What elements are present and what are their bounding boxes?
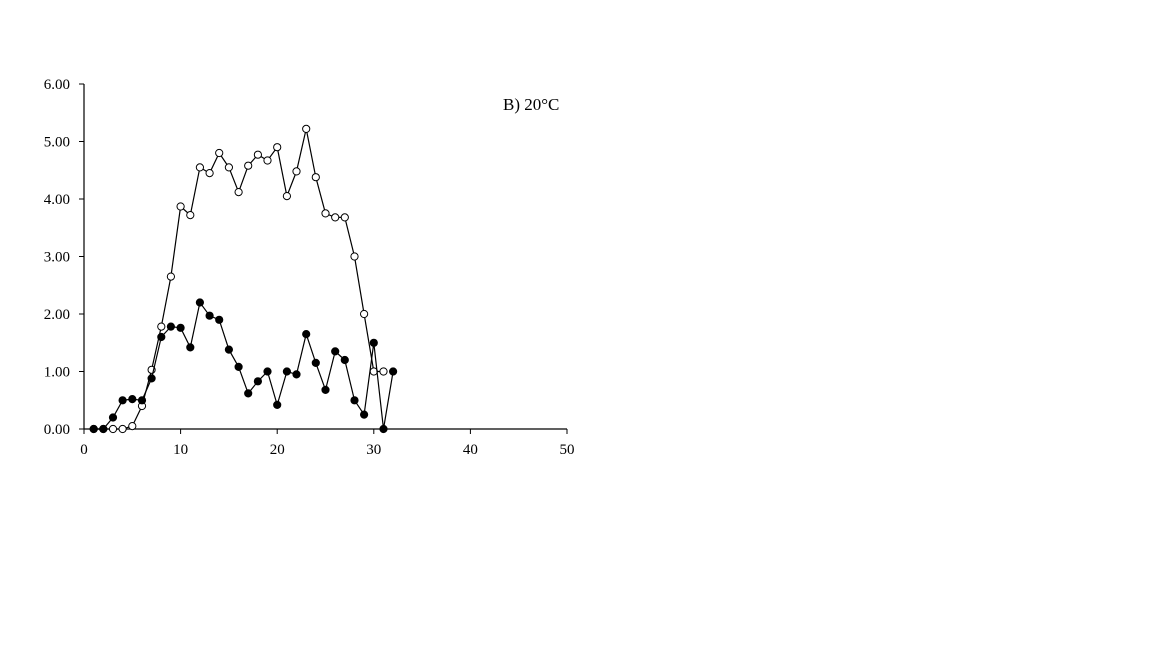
data-point xyxy=(118,424,127,434)
data-point xyxy=(205,169,214,178)
data-point xyxy=(234,362,243,371)
data-point xyxy=(224,163,233,172)
data-point xyxy=(89,424,98,434)
data-point xyxy=(273,143,282,152)
data-point xyxy=(263,367,272,376)
data-point xyxy=(389,367,398,376)
data-point xyxy=(340,355,349,365)
y-tick-label: 4.00 xyxy=(44,192,70,208)
data-point xyxy=(215,148,224,158)
data-point xyxy=(379,424,388,434)
data-point xyxy=(176,202,185,211)
data-point xyxy=(350,252,359,261)
data-point xyxy=(234,188,243,197)
y-tick-label: 6.00 xyxy=(44,77,70,93)
data-point xyxy=(205,311,214,320)
y-tick-label: 3.00 xyxy=(44,250,70,266)
data-point xyxy=(253,377,262,386)
series-line xyxy=(93,128,384,430)
data-point xyxy=(186,343,195,352)
data-point xyxy=(282,192,291,201)
data-point xyxy=(186,211,195,220)
y-tick-label: 1.00 xyxy=(44,365,70,381)
data-point xyxy=(379,367,388,376)
series-line xyxy=(93,301,394,430)
data-point xyxy=(331,213,340,222)
data-point xyxy=(118,396,127,405)
chart-annotation: B) 20°C xyxy=(503,95,559,114)
data-point xyxy=(157,332,166,342)
x-tick-label: 40 xyxy=(463,442,478,458)
data-point xyxy=(360,309,369,319)
data-point xyxy=(311,358,320,367)
data-point xyxy=(128,422,137,431)
data-point xyxy=(128,395,137,404)
data-point xyxy=(147,374,156,383)
x-tick-label: 50 xyxy=(560,442,575,458)
series-open xyxy=(89,124,388,434)
data-point xyxy=(157,322,166,331)
data-point xyxy=(321,385,330,394)
data-point xyxy=(108,413,118,422)
data-point xyxy=(108,424,118,434)
data-point xyxy=(369,338,378,347)
data-point xyxy=(273,400,282,409)
series-filled xyxy=(89,298,398,434)
data-point xyxy=(302,124,311,133)
data-point xyxy=(292,167,301,176)
data-point xyxy=(302,330,311,339)
x-tick-label: 0 xyxy=(80,442,88,458)
data-point xyxy=(176,323,185,332)
data-point xyxy=(350,396,359,405)
data-point xyxy=(263,156,272,165)
plot-area xyxy=(89,124,398,434)
data-point xyxy=(340,213,349,222)
data-point xyxy=(331,347,340,356)
x-tick-label: 10 xyxy=(173,442,188,458)
x-tick-label: 30 xyxy=(366,442,381,458)
data-point xyxy=(195,298,204,307)
data-point xyxy=(244,389,253,398)
data-point xyxy=(244,161,253,170)
data-point xyxy=(321,209,330,218)
y-tick-label: 0.00 xyxy=(44,422,70,438)
data-point xyxy=(224,345,233,354)
y-tick-label: 2.00 xyxy=(44,307,70,323)
data-point xyxy=(360,410,369,419)
data-point xyxy=(166,322,175,331)
data-point xyxy=(137,396,147,405)
data-point xyxy=(195,163,204,172)
data-point xyxy=(282,367,291,376)
axes: 0 10 20 30 40 50 0.00 1.00 2.00 3.00 4.00 5.00 6.00 xyxy=(44,77,575,458)
data-point xyxy=(311,173,320,182)
data-point xyxy=(215,315,224,324)
x-tick-label: 20 xyxy=(270,442,285,458)
data-point xyxy=(99,424,108,434)
data-point xyxy=(253,150,262,159)
data-point xyxy=(292,370,301,379)
y-tick-label: 5.00 xyxy=(44,135,70,151)
data-point xyxy=(166,272,175,281)
